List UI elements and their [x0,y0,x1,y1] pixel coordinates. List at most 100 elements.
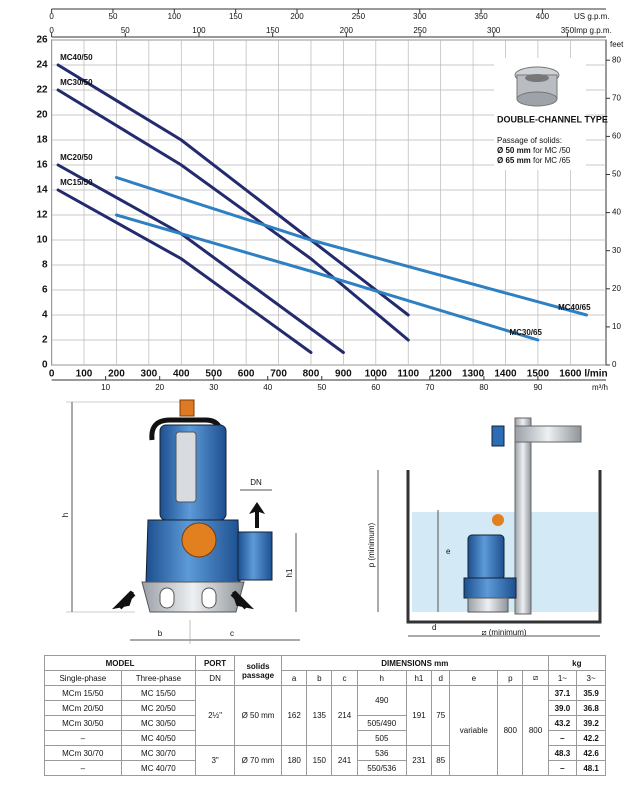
y-tick-label: 20 [36,110,48,121]
pipe [514,417,532,615]
spec-table: MODEL PORT solids passage DIMENSIONS mm … [43,655,607,776]
column-header: p [497,670,524,686]
cell: 37.1 [547,685,578,701]
y-tick-label: 16 [36,160,48,171]
tick-label: 300 [413,12,427,21]
cell: 42.2 [576,730,606,746]
cell: MCm 30/50 [44,715,122,731]
cell: 505/490 [356,715,407,731]
cell: – [44,760,122,776]
dim-label: b [158,629,163,638]
drawings: h DN h1 b c p (minimum) e [61,399,602,644]
dim-label: c [230,629,234,638]
pump-drawing: h DN h1 b c [61,399,300,644]
float [181,522,217,558]
installation-drawing: p (minimum) e d ⧄ (minimum) [367,417,602,637]
cell: 550/536 [356,760,407,776]
tick-label: 40 [612,208,621,217]
cell: 180 [281,745,308,776]
cell: 231 [405,745,433,776]
y-tick-label: 0 [42,360,48,371]
cell: 505 [356,730,407,746]
inset-title: DOUBLE-CHANNEL TYPE [497,114,608,124]
column-header: ⧄ [522,670,549,686]
tick-label: 300 [487,26,501,35]
y-tick-label: 10 [36,235,48,246]
header-cell: DIMENSIONS mm [281,655,549,671]
header-cell: MODEL [43,655,197,671]
cell: 75 [431,685,451,746]
cell: variable [449,685,499,776]
cell: Ø 70 mm [234,745,283,776]
cell: 490 [356,685,407,716]
cell: 39.2 [576,715,606,731]
tick-label: 50 [121,26,130,35]
column-header: Three-phase [120,670,197,686]
table-row: MCm 20/50 MC 20/50 39.0 36.8 [44,700,606,716]
cell: 2½" [195,685,236,746]
tick-label: 40 [263,383,272,392]
cell: 42.6 [576,745,606,761]
series-line [56,188,313,354]
float [492,514,504,526]
tick-label: 20 [155,383,164,392]
header-cell: solids passage [234,655,283,686]
axis-label: m³/h [592,383,608,392]
tick-label: 0 [49,12,54,21]
column-header: DN [195,670,236,686]
tick-label: 200 [340,26,354,35]
axis-label: feet [610,40,624,49]
cell: 135 [306,685,333,746]
inset-item-bold: Ø 50 mm [497,146,531,155]
cell: 150 [306,745,333,776]
cell: MC 30/50 [120,715,197,731]
tick-label: 50 [612,170,621,179]
y-tick-label: 12 [36,210,48,221]
cell: 800 [497,685,524,776]
cell: Ø 50 mm [234,685,283,746]
cell: 3" [195,745,236,776]
column-header: a [281,670,308,686]
arrow [249,502,265,528]
dim-label: d [432,623,436,632]
cell: 214 [331,685,358,746]
table-row: MCm 30/70 MC 30/70 3" Ø 70 mm 180 150 241 536 23… [44,745,606,776]
inset-item-text: for MC /65 [533,156,571,165]
cell: 536 [356,745,407,761]
tick-label: 400 [536,12,550,21]
x-tick-label: 800 [303,369,320,380]
x-tick-label: 400 [173,369,190,380]
column-header: c [331,670,358,686]
cell: 191 [405,685,433,746]
tick-label: 50 [317,383,326,392]
tick-label: 20 [612,284,621,293]
cell: MC 40/70 [120,760,197,776]
performance-chart: DOUBLE-CHANNEL TYPE Passage of solids: Ø… [36,8,624,392]
stand [141,581,245,613]
y-tick-label: 14 [36,185,48,196]
inset: DOUBLE-CHANNEL TYPE Passage of solids: Ø… [494,58,608,170]
cell: 241 [331,745,358,776]
pit-wall [406,470,602,624]
x-tick-label: 1200 [430,369,453,380]
tick-label: 10 [612,322,621,331]
cell: 35.9 [576,685,606,701]
tick-label: 60 [612,132,621,141]
column-header: e [449,670,499,686]
x-tick-label: 1400 [494,369,517,380]
series-line [114,176,589,317]
header-cell: kg [547,655,607,671]
cell: – [44,730,122,746]
dim-label: h [61,513,70,517]
tick-label: 90 [533,383,542,392]
tick-label: 150 [229,12,243,21]
stand-hole [201,587,217,609]
inset-item: Ø 50 mm for MC /50 [497,146,571,155]
header-cell: PORT [195,655,236,671]
outlet [237,531,273,581]
axis-label: Imp g.p.m. [574,26,612,35]
y-tick-label: 8 [42,260,48,271]
cell: MCm 30/70 [44,745,122,761]
pump [463,577,517,599]
tick-label: 0 [49,26,54,35]
